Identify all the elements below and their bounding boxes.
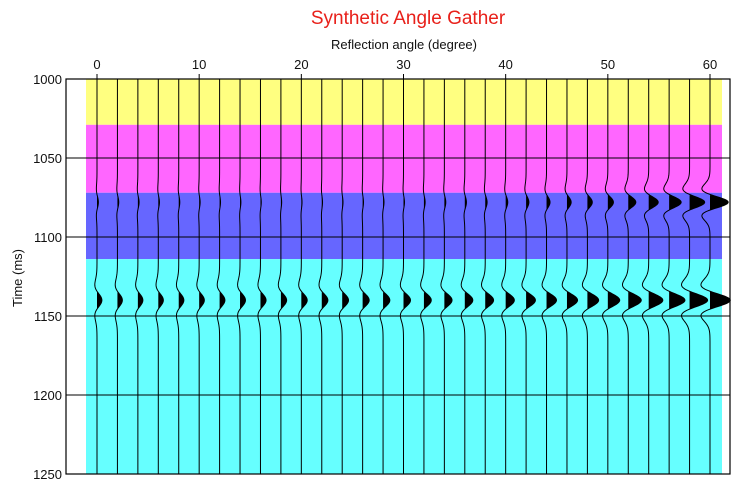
- y-axis-label: Time (ms): [10, 249, 25, 307]
- x-axis-label: Reflection angle (degree): [331, 37, 477, 52]
- trace-line-60deg: [700, 79, 731, 474]
- x-tick-label-20: 20: [294, 57, 308, 72]
- trace-fill-10deg: [199, 196, 205, 309]
- trace-line-34deg: [440, 79, 453, 474]
- trace-28deg: [379, 79, 391, 474]
- x-tick-label-40: 40: [498, 57, 512, 72]
- trace-line-32deg: [420, 79, 432, 474]
- plot-frame: [65, 78, 731, 475]
- trace-fill-30deg: [403, 196, 411, 309]
- trace-line-26deg: [359, 79, 370, 474]
- trace-fill-20deg: [301, 197, 308, 309]
- trace-line-8deg: [175, 79, 185, 474]
- trace-56deg: [661, 79, 686, 474]
- trace-fill-14deg: [240, 196, 246, 309]
- trace-38deg: [481, 79, 495, 474]
- trace-16deg: [257, 79, 267, 474]
- trace-fill-28deg: [383, 196, 390, 309]
- x-tick-label-60: 60: [703, 57, 717, 72]
- trace-line-24deg: [338, 79, 350, 474]
- trace-14deg: [237, 79, 246, 474]
- trace-52deg: [621, 79, 642, 474]
- trace-48deg: [581, 79, 600, 474]
- trace-30deg: [399, 79, 412, 474]
- seismic-traces: [94, 79, 731, 474]
- trace-line-14deg: [237, 79, 246, 474]
- axes: 0 10 20 30 40 50 60 1000 1050 1100 1150 1200 1250: [33, 57, 731, 482]
- trace-fill-12deg: [219, 196, 225, 309]
- trace-line-10deg: [196, 79, 205, 474]
- trace-line-20deg: [298, 79, 308, 474]
- trace-6deg: [155, 79, 164, 474]
- trace-4deg: [135, 79, 144, 474]
- trace-fill-8deg: [178, 196, 184, 309]
- trace-60deg: [700, 79, 731, 474]
- y-tick-label-1150: 1150: [34, 309, 62, 324]
- trace-8deg: [175, 79, 185, 474]
- x-tick-label-50: 50: [601, 57, 615, 72]
- trace-line-48deg: [581, 79, 600, 474]
- trace-line-54deg: [641, 79, 664, 474]
- trace-46deg: [561, 79, 579, 474]
- trace-fill-18deg: [280, 196, 287, 309]
- trace-line-36deg: [460, 79, 474, 474]
- y-tick-label-1000: 1000: [33, 72, 62, 87]
- trace-22deg: [318, 79, 329, 474]
- trace-26deg: [359, 79, 370, 474]
- trace-line-50deg: [602, 79, 621, 474]
- trace-fill-32deg: [423, 195, 432, 309]
- trace-20deg: [298, 79, 308, 474]
- trace-line-12deg: [216, 79, 226, 474]
- trace-2deg: [114, 79, 123, 474]
- trace-32deg: [420, 79, 432, 474]
- trace-line-38deg: [481, 79, 495, 474]
- trace-54deg: [641, 79, 664, 474]
- trace-fill-34deg: [444, 195, 453, 309]
- trace-line-28deg: [379, 79, 391, 474]
- trace-50deg: [602, 79, 621, 474]
- trace-line-18deg: [277, 79, 288, 474]
- trace-0deg: [94, 79, 103, 474]
- trace-fill-16deg: [260, 196, 267, 309]
- trace-40deg: [501, 79, 515, 474]
- trace-24deg: [338, 79, 350, 474]
- x-tick-label-30: 30: [396, 57, 410, 72]
- trace-34deg: [440, 79, 453, 474]
- trace-line-16deg: [257, 79, 267, 474]
- trace-12deg: [216, 79, 226, 474]
- trace-line-40deg: [501, 79, 515, 474]
- x-tick-label-0: 0: [93, 57, 100, 72]
- trace-fill-22deg: [321, 196, 328, 309]
- trace-line-52deg: [621, 79, 642, 474]
- trace-line-44deg: [541, 79, 558, 474]
- y-tick-label-1100: 1100: [34, 230, 62, 245]
- trace-36deg: [460, 79, 474, 474]
- trace-line-0deg: [94, 79, 103, 474]
- trace-line-2deg: [114, 79, 123, 474]
- trace-line-42deg: [521, 79, 536, 474]
- trace-18deg: [277, 79, 288, 474]
- trace-fill-24deg: [342, 196, 349, 309]
- y-tick-label-1250: 1250: [33, 467, 62, 482]
- trace-42deg: [521, 79, 536, 474]
- trace-58deg: [681, 79, 709, 474]
- trace-line-56deg: [661, 79, 686, 474]
- y-tick-label-1050: 1050: [33, 151, 62, 166]
- trace-10deg: [196, 79, 205, 474]
- trace-44deg: [541, 79, 558, 474]
- trace-line-30deg: [399, 79, 412, 474]
- trace-fill-26deg: [362, 196, 370, 309]
- chart-title: Synthetic Angle Gather: [311, 8, 506, 29]
- y-tick-label-1200: 1200: [33, 388, 62, 403]
- trace-line-4deg: [135, 79, 144, 474]
- trace-line-6deg: [155, 79, 164, 474]
- trace-line-58deg: [681, 79, 709, 474]
- trace-line-46deg: [561, 79, 579, 474]
- x-tick-label-10: 10: [192, 57, 206, 72]
- trace-line-22deg: [318, 79, 329, 474]
